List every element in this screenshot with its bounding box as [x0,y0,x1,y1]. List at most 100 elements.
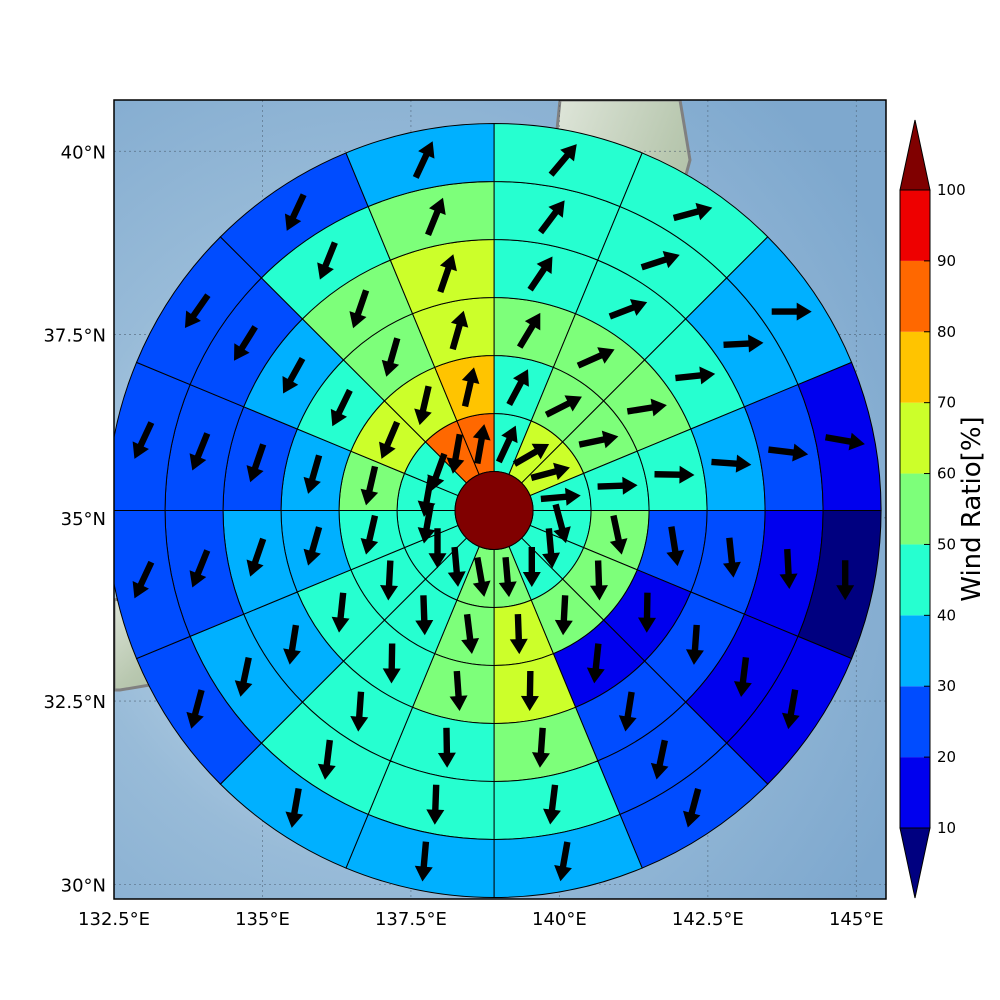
wind-arrow [360,465,379,506]
wind-arrow [449,310,469,351]
y-tick-label: 32.5°N [43,692,106,713]
wind-arrow [542,528,561,569]
wind-arrow [609,514,628,555]
x-tick-label: 132.5°E [78,909,150,930]
wind-arrow [626,398,667,417]
colorbar-label: Wind Ratio[%] [957,416,987,601]
wind-arrow [461,367,480,408]
wind-arrow [132,560,155,599]
wind-arrow [538,200,565,235]
wind-arrow [654,465,695,484]
wind-arrow [768,443,809,462]
wind-arrow [428,528,447,569]
wind-arrow [246,537,267,577]
wind-arrow [446,433,465,474]
wind-arrow [437,727,456,768]
x-axis: 132.5°E 135°E 137.5°E 140°E 142.5°E 145°E [78,909,884,930]
wind-arrow [472,424,491,465]
colorbar-segment [900,544,930,616]
x-tick-label: 140°E [532,909,587,930]
wind-arrow [189,432,211,471]
wind-arrow [246,443,267,483]
wind-arrow [520,670,539,711]
wind-arrow [512,443,550,467]
colorbar-tick-label: 50 [937,535,956,553]
map-area [114,100,886,899]
colorbar: 10 20 30 40 50 60 70 80 90 100 Wind Ratio[%] [899,119,987,899]
wind-arrow [666,526,685,567]
x-tick-label: 142.5°E [672,909,744,930]
wind-arrow [285,787,304,828]
colorbar-tick-label: 30 [937,677,956,695]
wind-arrow [282,356,306,394]
wind-arrow [509,614,528,655]
wind-arrow [414,385,432,426]
sector-layer [114,122,882,898]
wind-arrow [685,624,704,665]
y-tick-label: 37.5°N [43,326,106,347]
wind-arrow [548,144,577,177]
wind-arrow [184,293,211,328]
wind-arrow [425,197,446,237]
wind-arrow [527,256,553,292]
wind-arrow [303,454,323,494]
wind-arrow [303,526,323,566]
wind-arrow [554,595,573,636]
wind-arrow [472,556,491,597]
wind-arrow [506,369,529,407]
wind-arrow [447,546,466,587]
wind-arrow [578,430,619,449]
wind-arrow [723,334,764,353]
wind-arrow [317,739,336,780]
wind-arrow [675,366,716,385]
wind-arrow [771,302,812,321]
colorbar-tick-label: 10 [937,819,956,837]
wind-arrow [522,547,541,587]
colorbar-segment [900,615,930,687]
x-tick-label: 145°E [829,909,884,930]
wind-arrow [597,476,638,495]
colorbar-tick-label: 80 [937,323,956,341]
x-tick-label: 137.5°E [375,909,447,930]
wind-arrow [381,337,401,377]
colorbar-segment [900,331,930,403]
y-axis: 30°N 32.5°N 35°N 37.5°N 40°N [43,142,106,896]
colorbar-tick-label: 70 [937,394,956,412]
wind-arrow [543,784,561,825]
wind-arrow [426,784,445,825]
wind-arrow [349,289,370,329]
sector-cell [114,509,191,660]
colorbar-extend-low [899,827,931,899]
y-tick-label: 30°N [61,875,106,896]
colorbar-extend-high [899,119,931,191]
wind-arrow [234,325,258,361]
colorbar-segment [900,402,930,474]
wind-arrow [189,549,211,588]
colorbar-tick-label: 20 [937,748,956,766]
colorbar-segment [900,190,930,261]
wind-arrow [132,421,155,459]
wind-arrow [360,514,379,555]
wind-arrow [781,689,800,730]
arrow-layer [132,141,865,882]
wind-arrow [412,141,435,179]
wind-arrow [552,503,571,544]
wind-arrow [544,395,582,418]
wind-arrow [283,624,301,665]
x-tick-label: 135°E [235,909,290,930]
colorbar-tick-label: 90 [937,252,956,270]
wind-arrow [586,643,605,684]
wind-arrow [437,254,457,294]
colorbar-segment [900,473,930,545]
colorbar-frame [899,189,931,829]
wind-arrow [836,560,855,601]
wind-arrow [683,788,702,828]
plot-frame [113,99,887,900]
y-tick-label: 35°N [61,509,106,530]
colorbar-segment [900,757,930,828]
wind-arrow [317,241,338,280]
colorbar-segment [900,260,930,332]
wind-arrow [672,202,713,222]
colorbar-segment [900,686,930,758]
